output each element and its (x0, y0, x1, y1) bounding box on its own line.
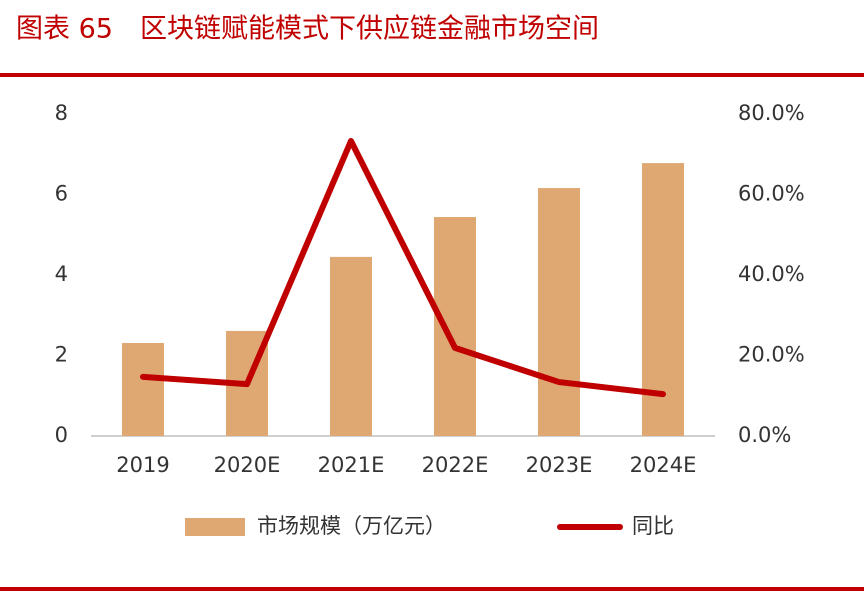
y-tick-label: 6 (55, 182, 68, 206)
x-tick-label: 2021E (318, 453, 385, 477)
legend-label: 同比 (632, 514, 674, 538)
x-tick-label: 2019 (116, 453, 169, 477)
y-tick-label: 8 (55, 101, 68, 125)
bar (122, 343, 164, 436)
bottom-rule (0, 587, 864, 591)
y-tick-label: 4 (55, 262, 68, 286)
y2-tick-label: 0.0% (738, 423, 791, 447)
y2-tick-label: 40.0% (738, 262, 805, 286)
x-tick-label: 2024E (630, 453, 697, 477)
y2-tick-label: 60.0% (738, 182, 805, 206)
x-tick-label: 2020E (214, 453, 281, 477)
y-tick-label: 0 (55, 423, 68, 447)
y2-tick-label: 80.0% (738, 101, 805, 125)
line (140, 137, 666, 398)
x-tick-label: 2023E (526, 453, 593, 477)
y-tick-label: 2 (55, 343, 68, 367)
legend-swatch (185, 518, 245, 536)
title-rule (0, 73, 864, 77)
bar (434, 217, 476, 436)
chart-title: 图表 65 区块链赋能模式下供应链金融市场空间 (16, 14, 599, 45)
x-tick-label: 2022E (422, 453, 489, 477)
y2-tick-label: 20.0% (738, 343, 805, 367)
bar (330, 256, 372, 436)
legend-label: 市场规模（万亿元） (257, 514, 446, 538)
bar (538, 188, 580, 436)
